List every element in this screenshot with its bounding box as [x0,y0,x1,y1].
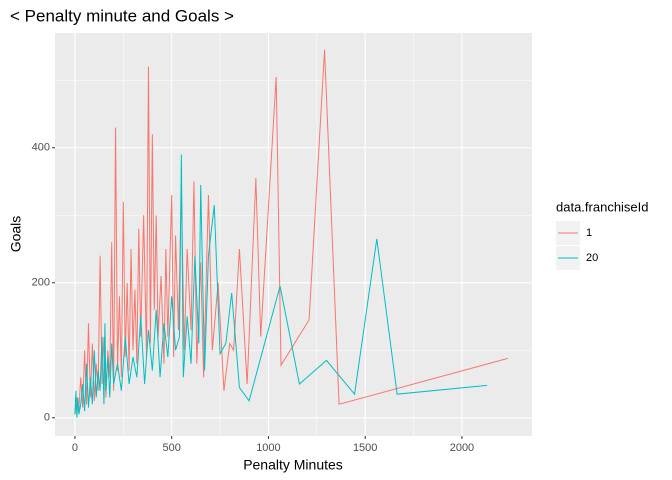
series-line [74,49,508,415]
legend-title: data.franchiseId [556,199,649,214]
series-line [74,154,488,418]
panel [55,33,532,436]
x-tick-label: 500 [163,442,181,454]
x-tick-label: 2000 [450,442,474,454]
y-axis-label: Goals [8,216,24,253]
y-tick-label: 400 [32,142,50,154]
y-tick-label: 200 [32,277,50,289]
x-axis-label: Penalty Minutes [243,457,343,473]
legend-label: 1 [586,227,592,239]
x-tick-label: 1000 [256,442,280,454]
y-tick-label: 0 [44,412,50,424]
chart-title: < Penalty minute and Goals > [10,6,234,25]
legend-label: 20 [586,252,598,264]
x-tick-label: 0 [72,442,78,454]
x-tick-label: 1500 [353,442,377,454]
